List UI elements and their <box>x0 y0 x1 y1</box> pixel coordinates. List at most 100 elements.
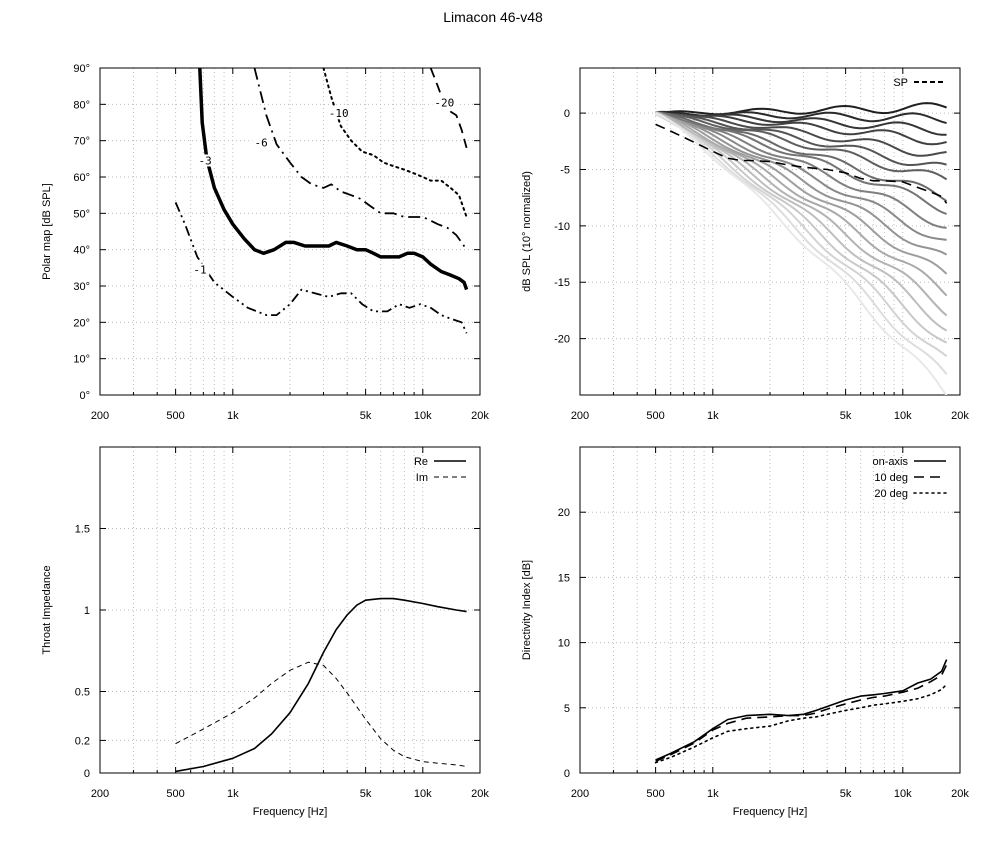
polar-xtick-label-10000: 10k <box>414 410 432 422</box>
impedance-ytick-label-0-5: 0.5 <box>75 687 90 699</box>
di-legend-label-on-axis: on-axis <box>873 456 909 468</box>
spl-angle-curve-11 <box>655 112 947 241</box>
polar-contour-label-bg-1 <box>191 263 210 276</box>
spl-series-sp <box>655 123 948 204</box>
di-ytick-label-15: 15 <box>558 572 570 584</box>
di-xtick-label-200: 200 <box>571 788 589 800</box>
di-legend-label-10-deg: 10 deg <box>874 472 908 484</box>
impedance-xtick-label-200: 200 <box>91 788 109 800</box>
di-ytick-label-20: 20 <box>558 507 570 519</box>
polar-ytick-label-10: 10° <box>73 354 90 366</box>
spl-legend: SP <box>893 77 946 89</box>
polar-series-10 <box>322 68 468 218</box>
spl-angle-curve-17 <box>655 112 948 344</box>
polar-ytick-label-50: 50° <box>73 208 90 220</box>
polar-contour-label-bg-20 <box>432 96 458 109</box>
impedance-xtick-label-500: 500 <box>166 788 184 800</box>
di-series-20-deg <box>654 683 948 764</box>
di-panel: 200 500 1k 5k 10k 20k 0 5 10 15 20 Frequency [Hz] Di… <box>521 446 969 818</box>
impedance-xtick-label-10000: 10k <box>414 788 432 800</box>
spl-xtick-label-500: 500 <box>646 410 664 422</box>
impedance-ytick-label-0-2: 0.2 <box>75 735 90 747</box>
polar-contour-label-3: -3 <box>199 154 212 167</box>
spl-angle-curve-7 <box>655 112 948 181</box>
impedance-plot-area <box>175 597 467 773</box>
spl-ytick-label-20: -20 <box>554 334 570 346</box>
spl-angle-curve-18 <box>655 113 948 357</box>
panels: 200 500 1k 5k 10k 20k0°10°20°30°40°50°60°70°8… <box>41 63 969 818</box>
spl-panel: 200 500 1k 5k 10k 20k -20 -15 -10 -5 0 dB SPL (10° … <box>521 67 969 422</box>
polar-ytick-label-20: 20° <box>73 317 90 329</box>
impedance-xlabel: Frequency [Hz] <box>253 806 328 818</box>
polar-ytick-label-60: 60° <box>73 172 90 184</box>
spl-xtick-label-20000: 20k <box>951 410 969 422</box>
polar-contour-label-bg-3 <box>196 154 215 167</box>
polar-series-3 <box>198 68 469 291</box>
polar-xtick-label-20000: 20k <box>471 410 489 422</box>
spl-angle-curve-12 <box>655 113 948 256</box>
polar-xtick-label-200: 200 <box>91 410 109 422</box>
polar-contour-label-6: -6 <box>254 136 267 149</box>
spl-xtick-label-1000: 1k <box>707 410 719 422</box>
polar-contour-label-10: -10 <box>329 107 349 120</box>
impedance-panel: 200 500 1k 5k 10k 20k 0 0.2 0.5 1 1.5 Frequency [Hz… <box>41 446 489 818</box>
di-xtick-label-10000: 10k <box>894 788 912 800</box>
spl-angle-curve-13 <box>655 112 948 275</box>
di-grid <box>580 447 960 773</box>
spl-angle-curve-1 <box>655 102 947 116</box>
di-series-on-axis <box>655 659 948 761</box>
di-plot-area <box>654 659 948 764</box>
spl-xtick-label-5000: 5k <box>840 410 852 422</box>
polar-xtick-label-1000: 1k <box>227 410 239 422</box>
polar-panel: 200 500 1k 5k 10k 20k 0° 10° 20° 30° 40° 50° 60° 70° 8… <box>41 63 489 422</box>
impedance-ylabel: Throat Impedance <box>41 565 53 654</box>
polar-plot-area <box>174 68 469 334</box>
di-xlabel: Frequency [Hz] <box>733 806 808 818</box>
spl-ytick-label-0: 0 <box>564 108 570 120</box>
polar-series-20 <box>429 68 468 149</box>
impedance-legend-label-re: Re <box>414 456 428 468</box>
di-series-10-deg <box>655 664 948 763</box>
spl-legend-label-sp: SP <box>893 77 908 89</box>
spl-ytick-label-10: -10 <box>554 221 570 233</box>
spl-angle-curve-20 <box>655 111 948 395</box>
polar-contour-label-1: -1 <box>193 263 206 276</box>
impedance-xtick-label-5000: 5k <box>360 788 372 800</box>
spl-ylabel: dB SPL (10° normalized) <box>521 171 533 292</box>
figure-title: Limacon 46-v48 <box>443 9 543 25</box>
di-xtick-label-20000: 20k <box>951 788 969 800</box>
impedance-ytick-label-1: 1 <box>84 605 90 617</box>
di-xtick-label-500: 500 <box>646 788 664 800</box>
di-ytick-label-10: 10 <box>558 638 570 650</box>
spl-angle-curve-14 <box>655 111 948 297</box>
impedance-legend: Re Im <box>414 456 466 484</box>
polar-xtick-label-5000: 5k <box>360 410 372 422</box>
impedance-ytick-label-0: 0 <box>84 768 90 780</box>
polar-series-6 <box>253 68 468 251</box>
polar-contour-label-bg-10 <box>326 107 352 120</box>
polar-contour-label-20: -20 <box>434 96 454 109</box>
impedance-xtick-label-1000: 1k <box>227 788 239 800</box>
polar-ytick-label-70: 70° <box>73 136 90 148</box>
impedance-series-re <box>175 597 467 773</box>
di-ytick-label-0: 0 <box>564 768 570 780</box>
impedance-legend-label-im: Im <box>416 472 428 484</box>
di-xtick-label-5000: 5k <box>840 788 852 800</box>
spl-xtick-label-10000: 10k <box>894 410 912 422</box>
spl-angle-curve-5 <box>655 113 947 157</box>
polar-ytick-label-0: 0° <box>79 390 90 402</box>
di-ylabel: Directivity Index [dB] <box>521 560 533 660</box>
polar-grid <box>100 68 480 395</box>
impedance-series-im <box>175 661 467 767</box>
spl-ytick-label-5: -5 <box>560 164 570 176</box>
polar-ylabel: Polar map [dB SPL] <box>41 183 53 280</box>
polar-ytick-label-30: 30° <box>73 281 90 293</box>
di-ytick-label-5: 5 <box>564 703 570 715</box>
spl-angle-curve-6 <box>655 113 947 166</box>
spl-xtick-label-200: 200 <box>571 410 589 422</box>
polar-xtick-label-500: 500 <box>166 410 184 422</box>
polar-ytick-label-90: 90° <box>73 63 90 75</box>
di-legend-label-20-deg: 20 deg <box>874 488 908 500</box>
spl-angle-curve-8 <box>655 111 948 202</box>
